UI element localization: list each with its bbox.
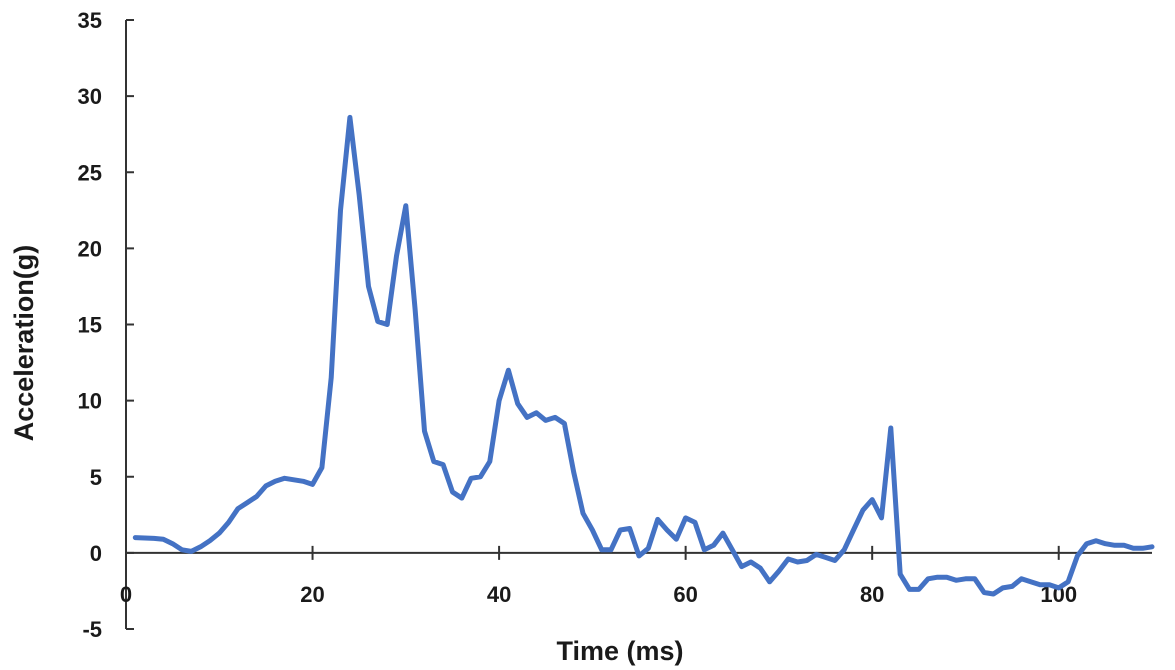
y-tick-label: 5 xyxy=(90,465,102,490)
x-tick-label: 20 xyxy=(300,582,324,607)
x-tick-label: 0 xyxy=(120,582,132,607)
y-tick-label: 20 xyxy=(78,236,102,261)
y-tick-label: 35 xyxy=(78,8,102,33)
x-tick-label: 60 xyxy=(673,582,697,607)
y-tick-label: 30 xyxy=(78,84,102,109)
y-axis-title: Acceleration(g) xyxy=(9,245,39,442)
y-tick-label: 10 xyxy=(78,389,102,414)
series-line xyxy=(132,114,1155,597)
y-tick-label: 0 xyxy=(90,541,102,566)
series xyxy=(132,114,1155,597)
y-tick-label: 25 xyxy=(78,160,102,185)
x-axis-title: Time (ms) xyxy=(556,636,683,666)
x-tick-label: 40 xyxy=(487,582,511,607)
y-tick-label: -5 xyxy=(82,617,102,642)
y-tick-label: 15 xyxy=(78,313,102,338)
x-tick-label: 80 xyxy=(860,582,884,607)
axes xyxy=(125,19,1152,630)
